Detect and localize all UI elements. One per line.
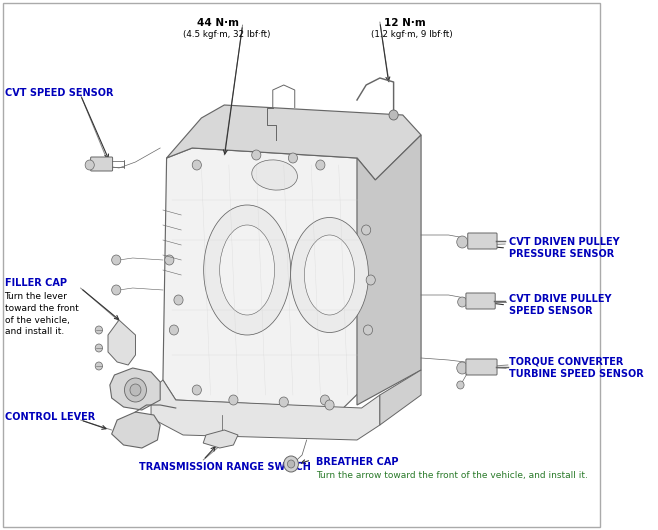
Circle shape xyxy=(95,326,103,334)
Circle shape xyxy=(95,362,103,370)
Text: (4.5 kgf·m, 32 lbf·ft): (4.5 kgf·m, 32 lbf·ft) xyxy=(183,30,270,39)
FancyBboxPatch shape xyxy=(466,293,495,309)
Polygon shape xyxy=(203,430,238,448)
Circle shape xyxy=(279,397,288,407)
Ellipse shape xyxy=(252,160,297,190)
Text: TORQUE CONVERTER
TURBINE SPEED SENSOR: TORQUE CONVERTER TURBINE SPEED SENSOR xyxy=(509,357,644,378)
Polygon shape xyxy=(151,380,380,440)
Circle shape xyxy=(361,225,370,235)
Text: Turn the lever
toward the front
of the vehicle,
and install it.: Turn the lever toward the front of the v… xyxy=(5,292,78,337)
Circle shape xyxy=(174,295,183,305)
FancyBboxPatch shape xyxy=(466,359,497,375)
Circle shape xyxy=(130,384,141,396)
Ellipse shape xyxy=(305,235,355,315)
Polygon shape xyxy=(166,105,421,180)
Polygon shape xyxy=(380,370,421,425)
Circle shape xyxy=(124,378,147,402)
Circle shape xyxy=(457,362,468,374)
Circle shape xyxy=(169,325,178,335)
Text: TRANSMISSION RANGE SWITCH: TRANSMISSION RANGE SWITCH xyxy=(139,462,311,472)
Circle shape xyxy=(316,160,325,170)
Circle shape xyxy=(288,460,295,468)
Text: 12 N·m: 12 N·m xyxy=(384,18,426,28)
Text: FILLER CAP: FILLER CAP xyxy=(5,278,66,288)
Circle shape xyxy=(112,255,121,265)
Text: (1.2 kgf·m, 9 lbf·ft): (1.2 kgf·m, 9 lbf·ft) xyxy=(370,30,453,39)
Circle shape xyxy=(229,395,238,405)
Polygon shape xyxy=(110,368,160,410)
Text: BREATHER CAP: BREATHER CAP xyxy=(316,457,398,467)
Ellipse shape xyxy=(204,205,291,335)
Circle shape xyxy=(112,285,121,295)
Circle shape xyxy=(363,325,372,335)
Ellipse shape xyxy=(220,225,274,315)
Polygon shape xyxy=(357,135,421,405)
Circle shape xyxy=(164,255,174,265)
Circle shape xyxy=(366,275,375,285)
Circle shape xyxy=(288,153,297,163)
Text: CONTROL LEVER: CONTROL LEVER xyxy=(5,412,95,422)
Polygon shape xyxy=(108,320,136,365)
Circle shape xyxy=(192,385,201,395)
Circle shape xyxy=(85,160,94,170)
Polygon shape xyxy=(112,412,160,448)
Text: Turn the arrow toward the front of the vehicle, and install it.: Turn the arrow toward the front of the v… xyxy=(316,471,588,480)
Circle shape xyxy=(252,150,261,160)
Circle shape xyxy=(192,160,201,170)
Circle shape xyxy=(458,297,467,307)
FancyBboxPatch shape xyxy=(468,233,497,249)
Text: 44 N·m: 44 N·m xyxy=(197,18,239,28)
Text: CVT DRIVEN PULLEY
PRESSURE SENSOR: CVT DRIVEN PULLEY PRESSURE SENSOR xyxy=(509,237,620,259)
Circle shape xyxy=(320,395,330,405)
Circle shape xyxy=(95,344,103,352)
Circle shape xyxy=(325,400,334,410)
Text: CVT DRIVE PULLEY
SPEED SENSOR: CVT DRIVE PULLEY SPEED SENSOR xyxy=(509,294,611,315)
Circle shape xyxy=(389,110,398,120)
FancyBboxPatch shape xyxy=(91,157,113,171)
Circle shape xyxy=(457,381,464,389)
Text: CVT SPEED SENSOR: CVT SPEED SENSOR xyxy=(5,88,113,98)
Polygon shape xyxy=(163,148,375,408)
Circle shape xyxy=(284,456,299,472)
Ellipse shape xyxy=(291,217,368,332)
Circle shape xyxy=(457,236,468,248)
